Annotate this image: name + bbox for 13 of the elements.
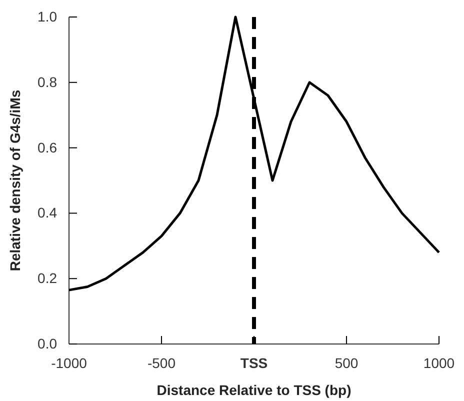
y-tick-label: 0.4 bbox=[38, 204, 58, 221]
y-tick-label: 1.0 bbox=[38, 8, 58, 24]
x-tick-label: -500 bbox=[147, 354, 176, 371]
x-axis-title: Distance Relative to TSS (bp) bbox=[156, 382, 352, 398]
y-tick-label: 0.0 bbox=[38, 335, 58, 352]
x-tick-label: 1000 bbox=[423, 354, 455, 371]
x-tick-label: -1000 bbox=[51, 354, 88, 371]
y-tick-label: 0.8 bbox=[38, 74, 58, 90]
y-tick-label: 0.2 bbox=[38, 270, 58, 286]
x-tick-label: 500 bbox=[334, 354, 358, 371]
x-tick-label: TSS bbox=[240, 354, 268, 371]
y-tick-label: 0.6 bbox=[38, 139, 58, 156]
y-axis-title: Relative density of G4s/iMs bbox=[7, 90, 23, 272]
